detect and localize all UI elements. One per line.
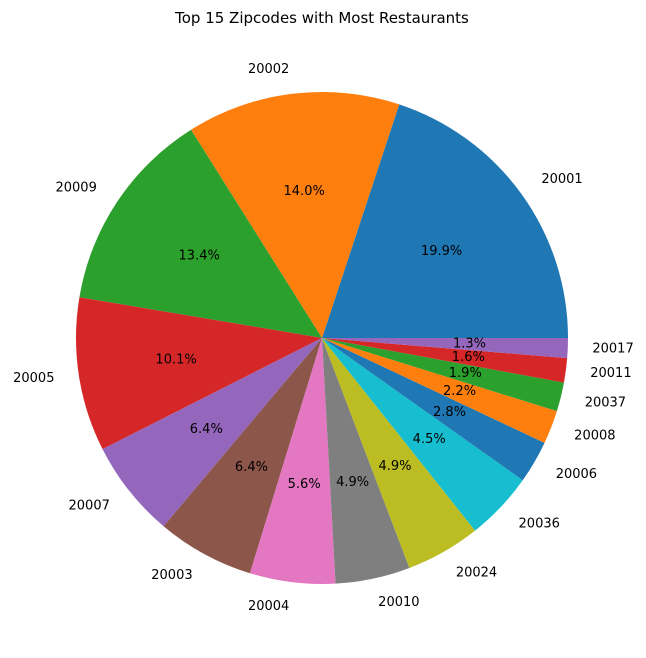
category-label-20007: 20007 xyxy=(69,499,110,514)
category-label-20036: 20036 xyxy=(519,517,560,532)
pie-slice-20024 xyxy=(322,338,476,568)
pie-slice-20005 xyxy=(75,297,322,450)
category-label-20024: 20024 xyxy=(456,566,497,581)
category-label-20001: 20001 xyxy=(541,172,582,187)
pie-slice-20004 xyxy=(249,338,336,585)
pie-slice-20002 xyxy=(191,92,400,338)
category-labels: 20001 20002 20009 20005 20007 20003 20004 20010… xyxy=(13,62,634,614)
category-label-20006: 20006 xyxy=(556,467,597,482)
percent-label-20024: 4.9% xyxy=(378,459,411,474)
percent-label-20017: 1.3% xyxy=(453,337,486,352)
category-label-20017: 20017 xyxy=(592,342,633,357)
pie-slice-20011 xyxy=(322,338,568,383)
percent-label-20003: 6.4% xyxy=(235,460,268,475)
category-label-20009: 20009 xyxy=(55,180,96,195)
pie-slice-20008 xyxy=(322,338,557,443)
percent-labels: 19.9% 14.0% 13.4% 10.1% 6.4% 6.4% 5.6% 4.9% 4.9%… xyxy=(155,184,486,492)
category-label-20005: 20005 xyxy=(13,371,54,386)
percent-label-20009: 13.4% xyxy=(179,249,220,264)
percent-label-20007: 6.4% xyxy=(190,422,223,437)
pie-slice-20006 xyxy=(322,338,545,481)
percent-label-20011: 1.6% xyxy=(452,350,485,365)
pie-slice-20036 xyxy=(322,338,523,531)
category-label-20010: 20010 xyxy=(378,595,419,610)
category-label-20003: 20003 xyxy=(151,568,192,583)
percent-label-20008: 2.2% xyxy=(443,384,476,399)
pie-slice-20001 xyxy=(322,104,568,339)
category-label-20002: 20002 xyxy=(248,62,289,77)
pie-slice-20037 xyxy=(322,338,564,412)
percent-label-20001: 19.9% xyxy=(421,244,462,259)
category-label-20011: 20011 xyxy=(590,366,631,381)
category-label-20008: 20008 xyxy=(574,429,615,444)
percent-label-20004: 5.6% xyxy=(288,477,321,492)
category-label-20037: 20037 xyxy=(585,395,626,410)
percent-label-20005: 10.1% xyxy=(155,353,196,368)
pie-slice-20010 xyxy=(322,338,410,584)
chart-title: Top 15 Zipcodes with Most Restaurants xyxy=(174,9,469,27)
pie-slices xyxy=(75,92,568,585)
pie-slice-20003 xyxy=(163,338,322,574)
pie-slice-20009 xyxy=(79,129,323,338)
percent-label-20036: 4.5% xyxy=(413,432,446,447)
percent-label-20006: 2.8% xyxy=(433,405,466,420)
pie-slice-20017 xyxy=(322,338,568,359)
category-label-20004: 20004 xyxy=(248,599,289,614)
percent-label-20010: 4.9% xyxy=(336,475,369,490)
percent-label-20037: 1.9% xyxy=(449,366,482,381)
percent-label-20002: 14.0% xyxy=(284,184,325,199)
pie-slice-20007 xyxy=(102,338,322,527)
